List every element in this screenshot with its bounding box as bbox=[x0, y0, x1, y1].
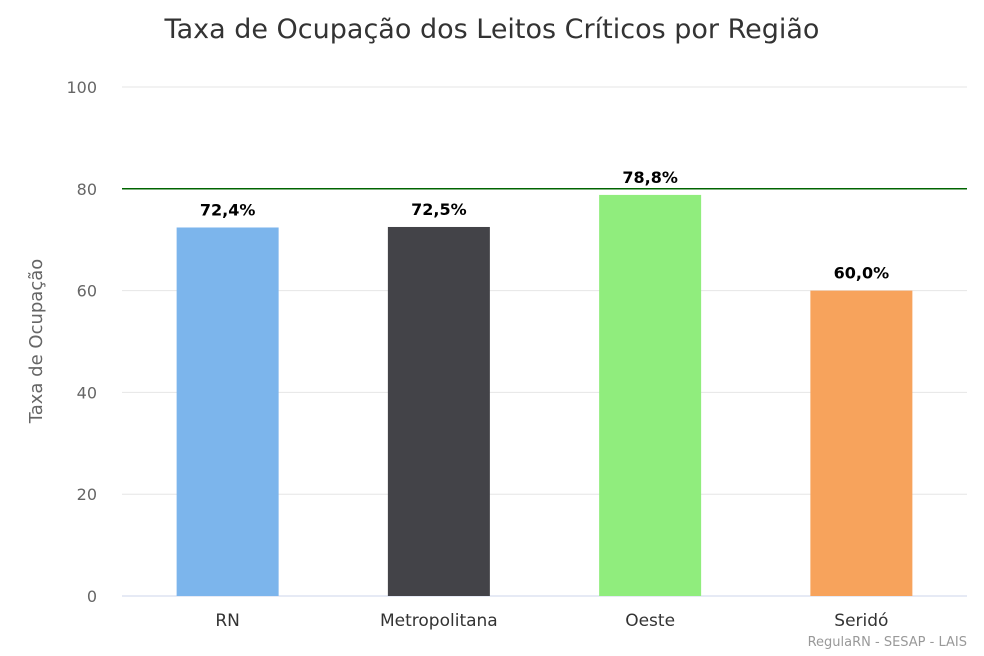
bar-oeste bbox=[599, 194, 702, 596]
x-tick-label: Seridó bbox=[834, 611, 888, 631]
y-tick-label: 100 bbox=[66, 78, 97, 97]
x-tick-label: RN bbox=[215, 611, 240, 631]
y-axis-title: Taxa de Ocupação bbox=[26, 259, 47, 425]
data-label: 72,5% bbox=[411, 200, 467, 219]
data-label: 78,8% bbox=[622, 168, 678, 187]
bar-rn bbox=[176, 227, 279, 596]
x-axis-labels: RN Metropolitana Oeste Seridó bbox=[215, 611, 888, 631]
chart-title: Taxa de Ocupação dos Leitos Críticos por… bbox=[164, 14, 820, 45]
y-tick-label: 80 bbox=[77, 180, 97, 199]
x-tick-label: Oeste bbox=[625, 611, 675, 631]
x-tick-label: Metropolitana bbox=[380, 611, 498, 631]
y-tick-label: 60 bbox=[77, 282, 97, 301]
y-tick-label: 0 bbox=[87, 587, 97, 606]
y-axis-labels: 0 20 40 60 80 100 bbox=[66, 78, 97, 606]
data-label: 72,4% bbox=[200, 200, 256, 219]
bars bbox=[176, 194, 913, 596]
credits: RegulaRN - SESAP - LAIS bbox=[808, 635, 967, 650]
data-label: 60,0% bbox=[834, 264, 890, 283]
data-labels: 72,4% 72,5% 78,8% 60,0% bbox=[200, 168, 889, 283]
y-tick-label: 40 bbox=[77, 383, 97, 402]
bar-metropolitana bbox=[387, 226, 490, 596]
bar-seridó bbox=[810, 290, 913, 596]
y-tick-label: 20 bbox=[77, 485, 97, 504]
